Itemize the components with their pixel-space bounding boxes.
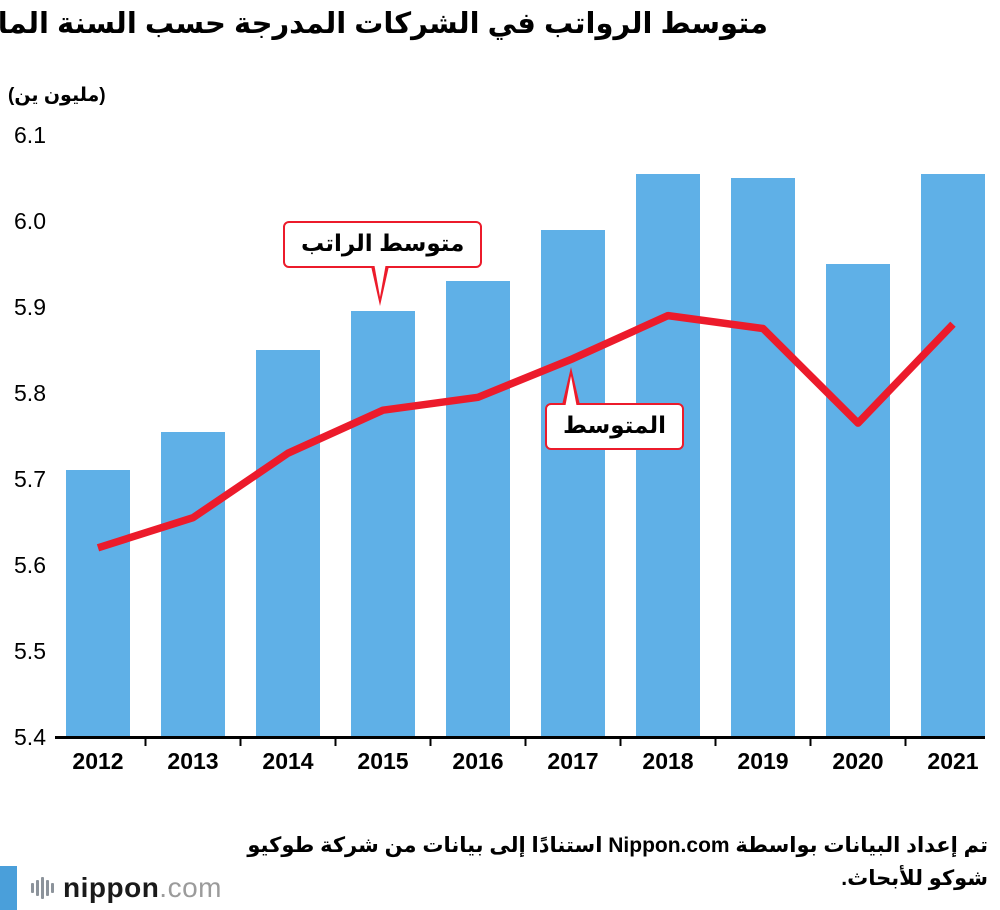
nippon-logo-tld: .com (159, 872, 222, 903)
y-tick-label-6.0: 6.0 (14, 208, 46, 234)
y-tick-label-5.6: 5.6 (14, 552, 46, 578)
x-tick-label-2015: 2015 (357, 748, 409, 774)
annotation-average-salary-callout: متوسط الراتب (283, 221, 483, 306)
bar-2017 (541, 229, 605, 737)
y-tick-label-5.9: 5.9 (14, 294, 46, 320)
nippon-logo: nippon.com (63, 872, 222, 904)
nippon-logo-name: nippon (63, 872, 160, 903)
bar-2015 (351, 311, 415, 737)
bar-2016 (446, 281, 510, 737)
bar-2019 (731, 178, 795, 737)
nippon-logo-icon (31, 877, 54, 899)
source-note: تم إعداد البيانات بواسطة Nippon.com استن… (247, 834, 988, 890)
annotation-median-label: المتوسط (563, 412, 666, 438)
y-tick-label-5.7: 5.7 (14, 466, 46, 492)
x-tick-label-2014: 2014 (262, 748, 314, 774)
y-axis-unit-label: (مليون ين) (8, 85, 106, 106)
bar-2014 (256, 350, 320, 737)
x-tick-label-2012: 2012 (72, 748, 124, 774)
bar-2013 (161, 431, 225, 737)
y-tick-label-5.5: 5.5 (14, 638, 46, 664)
x-tick-label-2017: 2017 (547, 748, 599, 774)
annotation-median-callout: المتوسط (545, 367, 684, 450)
bar-2021 (921, 173, 985, 737)
x-tick-label-2013: 2013 (167, 748, 219, 774)
bar-2012 (66, 470, 130, 737)
chart-title: متوسط الرواتب في الشركات المدرجة حسب الس… (0, 8, 768, 40)
x-tick-label-2021: 2021 (927, 748, 979, 774)
y-tick-label-6.1: 6.1 (14, 122, 46, 148)
median-line-series (96, 311, 956, 552)
bar-2018 (636, 173, 700, 737)
footer: nippon.com (0, 866, 1000, 910)
x-tick-label-2016: 2016 (452, 748, 504, 774)
bar-2020 (826, 264, 890, 737)
x-tick-label-2018: 2018 (642, 748, 694, 774)
x-tick-label-2019: 2019 (737, 748, 789, 774)
y-tick-label-5.8: 5.8 (14, 380, 46, 406)
annotation-average-salary-label: متوسط الراتب (301, 230, 465, 256)
y-tick-label-5.4: 5.4 (14, 724, 46, 750)
x-tick-label-2020: 2020 (832, 748, 884, 774)
plot-area: 6.1 6.0 5.9 5.8 5.7 5.6 5.5 5.4 2012 2013 2014 201… (14, 122, 985, 774)
x-axis-line (55, 736, 985, 739)
accent-stripe (0, 866, 17, 910)
